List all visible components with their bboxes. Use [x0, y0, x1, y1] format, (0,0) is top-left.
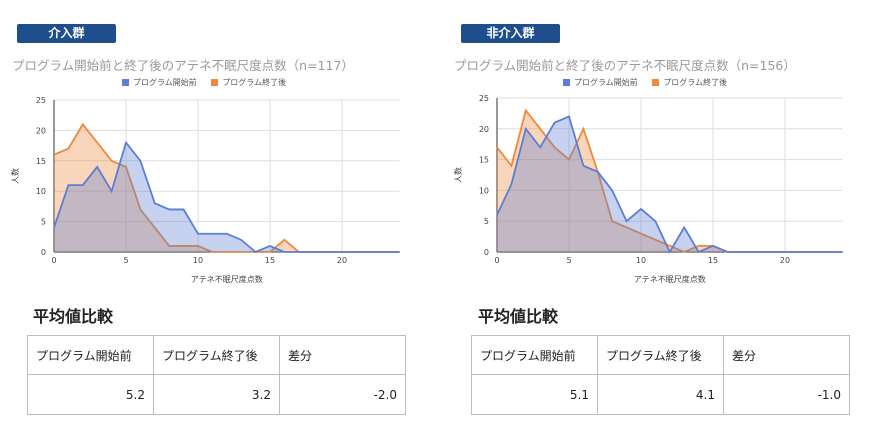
legend-item-after: プログラム終了後 [652, 78, 727, 87]
series-area-after [54, 124, 400, 252]
x-tick-label: 0 [51, 256, 56, 265]
x-axis-label: アテネ不眠尺度点数 [191, 274, 263, 284]
chart-title: プログラム開始前と終了後のアテネ不眠尺度点数（n=117） [12, 58, 354, 73]
section-title: 平均値比較 [478, 307, 559, 326]
legend-swatch-after [652, 79, 660, 86]
table-cell: 3.2 [153, 374, 280, 415]
section-title: 平均値比較 [33, 307, 114, 326]
table-cell: 5.2 [27, 374, 154, 415]
series-line-before [53, 140, 400, 254]
y-tick-label: 0 [484, 248, 489, 257]
panel-intervention: 介入群 プログラム開始前と終了後のアテネ不眠尺度点数（n=117） プログラム開… [10, 24, 406, 415]
table-header-cell: プログラム終了後 [153, 335, 280, 375]
legend-swatch-before [122, 79, 129, 86]
x-tick-label: 15 [708, 256, 718, 265]
group-badge: 非介入群 [461, 24, 560, 43]
area-chart: 0 5 10 15 20 25 0 5 10 15 20 アテネ不眠尺度点数 人数 [453, 94, 843, 284]
table-cell: -1.0 [723, 374, 850, 415]
x-tick-label: 20 [337, 256, 347, 265]
x-tick-label: 20 [780, 256, 790, 265]
legend-swatch-after [211, 79, 219, 86]
table-row: 5.2 3.2 -2.0 [27, 374, 406, 415]
panel-non-intervention: 非介入群 プログラム開始前と終了後のアテネ不眠尺度点数（n=156） プログラム… [437, 0, 874, 442]
y-tick-label: 25 [479, 94, 489, 103]
x-tick-label: 10 [636, 256, 646, 265]
table-header-cell: プログラム開始前 [471, 335, 598, 375]
legend-label-before: プログラム開始前 [574, 78, 638, 87]
series-area-after [497, 110, 843, 252]
y-tick-label: 10 [479, 186, 489, 195]
y-tick-label: 10 [36, 187, 46, 196]
x-tick-label: 5 [123, 256, 128, 265]
x-tick-label: 10 [193, 256, 203, 265]
legend-label-before: プログラム開始前 [133, 78, 197, 87]
x-tick-label: 5 [566, 256, 571, 265]
y-tick-label: 15 [479, 156, 489, 165]
legend-item-before: プログラム開始前 [122, 78, 197, 87]
comparison-table: プログラム開始前 プログラム終了後 差分 5.1 4.1 -1.0 [471, 335, 850, 415]
series-area-before [54, 142, 400, 252]
comparison-table: プログラム開始前 プログラム終了後 差分 5.2 3.2 -2.0 [27, 335, 406, 415]
series-area-before [497, 116, 843, 252]
legend-swatch-before [563, 79, 570, 86]
series-line-before [496, 115, 843, 254]
table-header-cell: プログラム終了後 [597, 335, 724, 375]
y-axis-label: 人数 [10, 168, 20, 184]
y-tick-label: 15 [36, 157, 46, 166]
legend-item-after: プログラム終了後 [211, 78, 286, 87]
y-tick-label: 25 [36, 96, 46, 105]
table-row: 5.1 4.1 -1.0 [471, 374, 850, 415]
legend-label-after: プログラム終了後 [663, 78, 728, 87]
legend-label-after: プログラム終了後 [222, 78, 287, 87]
area-chart: 0 5 10 15 20 25 0 5 10 15 20 アテネ不眠尺度点数 人数 [10, 96, 400, 284]
legend-item-before: プログラム開始前 [563, 78, 638, 87]
x-tick-label: 0 [494, 256, 499, 265]
table-header-row: プログラム開始前 プログラム終了後 差分 [471, 335, 850, 375]
y-axis-label: 人数 [453, 167, 463, 183]
y-tick-label: 5 [484, 217, 489, 226]
table-cell: -2.0 [279, 374, 406, 415]
group-badge: 介入群 [17, 24, 116, 43]
chart-legend: プログラム開始前 プログラム終了後 [563, 77, 739, 88]
table-cell: 5.1 [471, 374, 598, 415]
y-tick-label: 5 [41, 218, 46, 227]
table-cell: 4.1 [597, 374, 724, 415]
chart-legend: プログラム開始前 プログラム終了後 [122, 77, 298, 88]
table-header-row: プログラム開始前 プログラム終了後 差分 [27, 335, 406, 375]
table-header-cell: 差分 [723, 335, 850, 375]
table-header-cell: 差分 [279, 335, 406, 375]
chart-title: プログラム開始前と終了後のアテネ不眠尺度点数（n=156） [454, 58, 796, 73]
y-tick-label: 20 [479, 125, 489, 134]
y-tick-label: 0 [41, 248, 46, 257]
table-header-cell: プログラム開始前 [27, 335, 154, 375]
x-tick-label: 15 [265, 256, 275, 265]
x-axis-label: アテネ不眠尺度点数 [634, 274, 706, 284]
y-tick-label: 20 [36, 126, 46, 135]
